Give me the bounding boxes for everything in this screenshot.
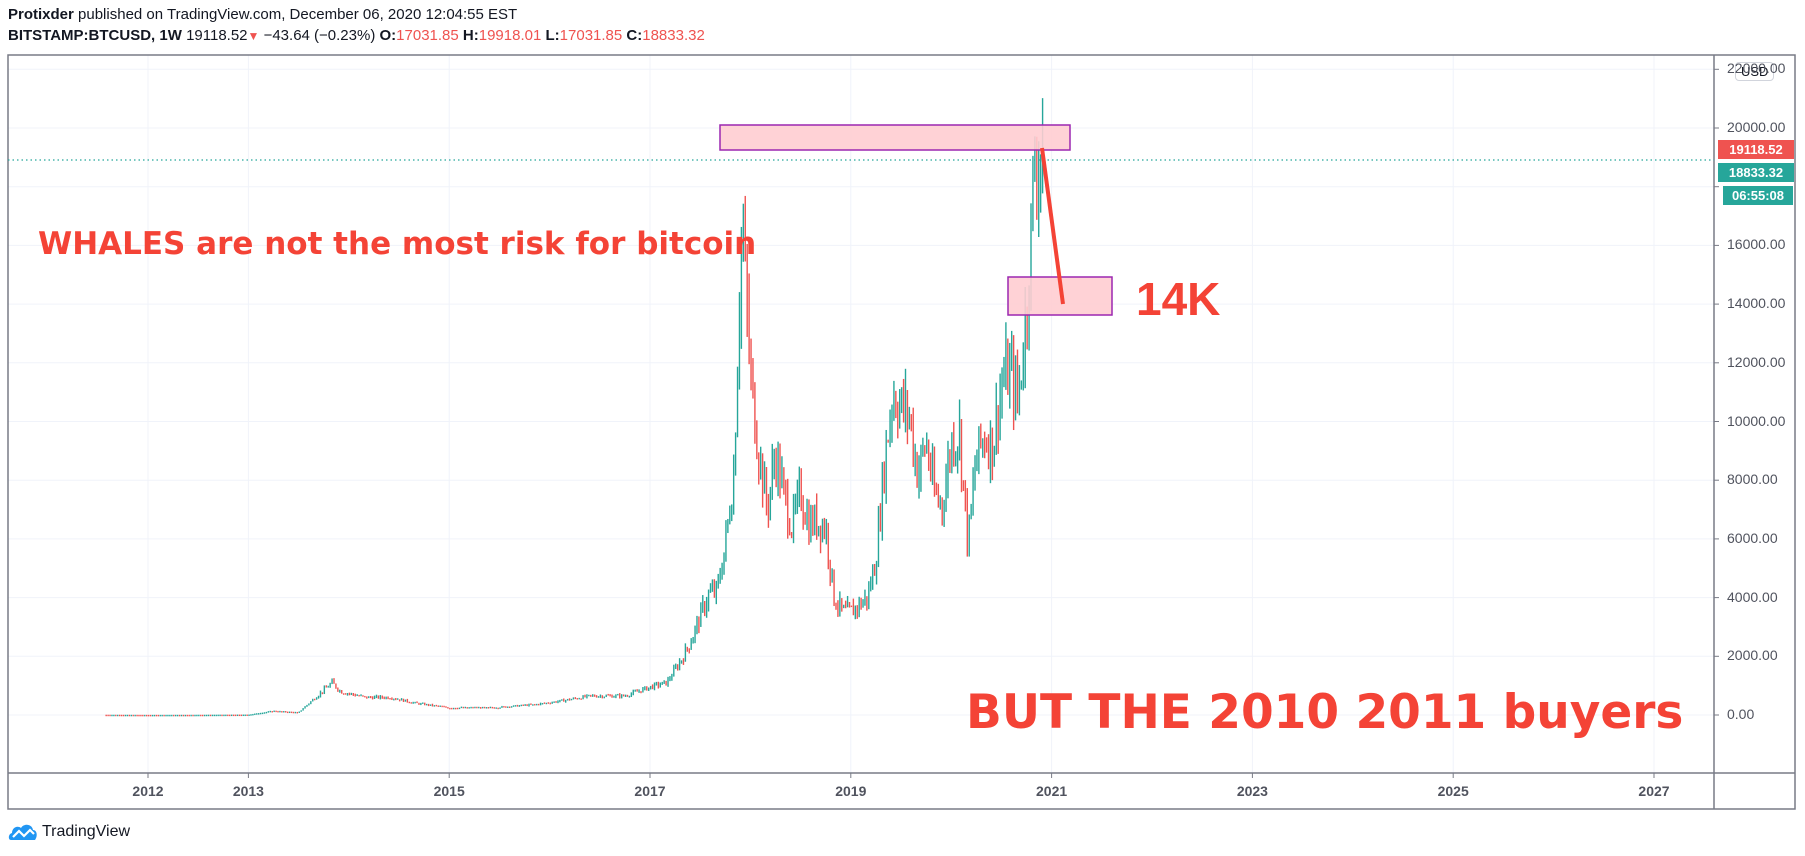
chart-frame <box>7 54 1796 810</box>
price-label: 10000.00 <box>1727 412 1786 429</box>
price-bars <box>105 98 1044 717</box>
price-change: −43.64 (−0.23%) <box>263 27 376 44</box>
currency-button[interactable]: USD <box>1735 62 1775 81</box>
tradingview-branding[interactable]: TradingView <box>8 822 130 842</box>
low-label: L: <box>545 27 560 44</box>
price-label: 0.00 <box>1727 706 1755 722</box>
time-label: 2025 <box>1437 783 1469 799</box>
published-text: published on TradingView.com, December 0… <box>78 6 518 23</box>
time-label: 2013 <box>232 783 264 799</box>
tradingview-cloud-icon <box>8 824 37 840</box>
low-value: 17031.85 <box>559 27 623 44</box>
high-value: 19918.01 <box>478 27 542 44</box>
price-label: 8000.00 <box>1727 471 1778 488</box>
time-label: 2012 <box>132 783 164 799</box>
chart-grid <box>8 55 1714 773</box>
time-label: 2027 <box>1638 783 1670 799</box>
resistance-zone-rect[interactable] <box>719 124 1071 151</box>
price-label: 14000.00 <box>1727 295 1786 312</box>
annotation-whales-text[interactable]: WHALES are not the most risk for bitcoin <box>38 226 757 262</box>
last-price-badge: 19118.52 <box>1718 140 1794 159</box>
annotation-buyers-text[interactable]: BUT THE 2010 2011 buyers <box>966 685 1684 740</box>
publish-info: Protixder published on TradingView.com, … <box>8 6 517 23</box>
price-label-top: 22000.00 <box>1727 60 1786 77</box>
author-name[interactable]: Protixder <box>8 6 74 23</box>
brand-name: TradingView <box>42 823 131 840</box>
annotation-14k-text[interactable]: 14K <box>1136 273 1221 325</box>
price-label: 6000.00 <box>1727 529 1778 546</box>
time-label: 2015 <box>433 783 465 799</box>
price-label: 20000.00 <box>1727 119 1786 135</box>
price-label: 12000.00 <box>1727 353 1786 370</box>
open-label: O: <box>379 27 397 44</box>
symbol-legend: BITSTAMP:BTCUSD, 1W 19118.52▼ −43.64 (−0… <box>8 27 705 44</box>
symbol-title: BITSTAMP:BTCUSD, 1W <box>8 27 182 44</box>
price-label: 16000.00 <box>1727 236 1786 253</box>
triangle-down-icon: ▼ <box>247 29 260 43</box>
open-value: 17031.85 <box>396 27 459 44</box>
time-label: 2019 <box>835 783 867 799</box>
price-label: 2000.00 <box>1727 647 1778 664</box>
trend-line-arrow[interactable] <box>1040 147 1065 305</box>
close-label: C: <box>626 27 643 44</box>
close-price-badge: 18833.32 <box>1718 163 1794 182</box>
bar-countdown-badge: 06:55:08 <box>1723 186 1793 205</box>
time-label: 2017 <box>634 783 666 799</box>
last-price: 19118.52 <box>186 27 248 44</box>
time-label: 2023 <box>1236 783 1268 799</box>
axis-ticks <box>147 68 1719 778</box>
price-label: 4000.00 <box>1727 588 1778 605</box>
close-value: 18833.32 <box>642 27 705 44</box>
time-label: 2021 <box>1036 783 1068 799</box>
high-label: H: <box>462 27 479 44</box>
